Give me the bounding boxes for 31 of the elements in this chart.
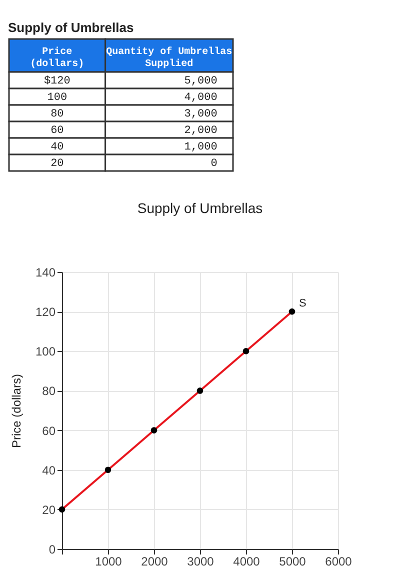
text: Supply of Umbrellas — [8, 20, 134, 35]
text: 40 — [50, 141, 64, 154]
y-tick-label: 100 — [35, 344, 56, 359]
text: 1,000 — [184, 141, 218, 154]
text: Price (dollars) — [30, 46, 84, 70]
y-axis-title: Price (dollars) — [9, 374, 24, 448]
y-tick-label: 0 — [48, 542, 56, 556]
text: $120 — [44, 75, 70, 88]
y-tick-label: 20 — [42, 502, 56, 517]
text: 3,000 — [184, 108, 218, 120]
text: 4,000 — [184, 92, 218, 104]
y-tick-label: 60 — [42, 424, 56, 438]
series-label: S — [299, 298, 306, 310]
text: 2,000 — [184, 124, 218, 137]
y-tick-label: 40 — [42, 463, 56, 478]
text: 0 — [210, 158, 218, 170]
x-tick-label: 3000 — [187, 554, 214, 568]
x-tick-label: 2000 — [141, 554, 168, 568]
y-tick-label: 120 — [35, 305, 56, 320]
text: Quantity of Umbrellas Supplied — [106, 46, 232, 70]
x-tick-label: 6000 — [325, 554, 352, 568]
text: 80 — [50, 108, 64, 120]
text: 60 — [50, 124, 64, 137]
x-tick-label: 5000 — [279, 554, 306, 568]
text: 20 — [50, 158, 64, 170]
y-tick-label: 140 — [35, 266, 56, 280]
x-tick-label: 4000 — [233, 554, 260, 568]
text: 5,000 — [184, 75, 218, 88]
chart-title: Supply of Umbrellas — [137, 200, 263, 216]
x-tick-label: 1000 — [95, 554, 122, 568]
y-tick-label: 80 — [42, 384, 56, 398]
